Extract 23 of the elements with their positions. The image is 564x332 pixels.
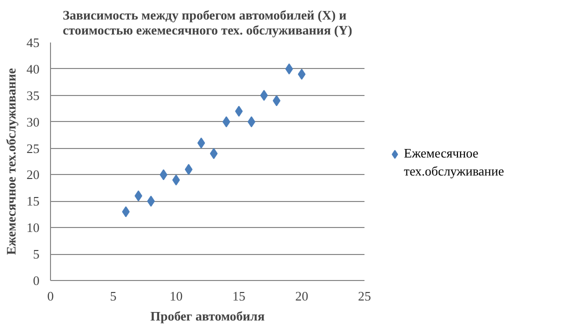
y-tick-label: 40 bbox=[26, 61, 40, 76]
y-tick-label: 30 bbox=[26, 114, 40, 130]
chart-title: Зависимость между пробегом автомобилей (X) и стоимостью ежемесячного тех. обслуживания (Y) bbox=[62, 8, 352, 38]
y-tick-label: 25 bbox=[26, 140, 40, 156]
x-tick-label: 15 bbox=[232, 288, 246, 304]
x-tick-label: 25 bbox=[358, 288, 371, 304]
y-tick-label: 15 bbox=[26, 194, 40, 209]
x-tick-label: 20 bbox=[295, 288, 308, 304]
x-tick-label: 0 bbox=[47, 288, 54, 304]
y-tick-label: 10 bbox=[26, 220, 40, 236]
x-axis-title: Пробег автомобиля bbox=[150, 308, 265, 324]
x-tick-label: 10 bbox=[170, 288, 183, 304]
y-axis-title: Ежемесячное тех.обслуживание bbox=[4, 68, 18, 255]
legend-label: Ежемесячное тех.обслуживание bbox=[404, 145, 504, 178]
y-tick-label: 35 bbox=[26, 88, 40, 103]
x-tick-label: 5 bbox=[110, 288, 117, 304]
point bbox=[197, 137, 206, 148]
y-tick-label: 0 bbox=[33, 273, 40, 288]
point bbox=[210, 148, 218, 160]
point bbox=[298, 68, 306, 80]
y-tick-label: 5 bbox=[33, 246, 40, 262]
y-tick-label: 20 bbox=[26, 167, 40, 182]
y-tick-label: 45 bbox=[26, 35, 40, 50]
